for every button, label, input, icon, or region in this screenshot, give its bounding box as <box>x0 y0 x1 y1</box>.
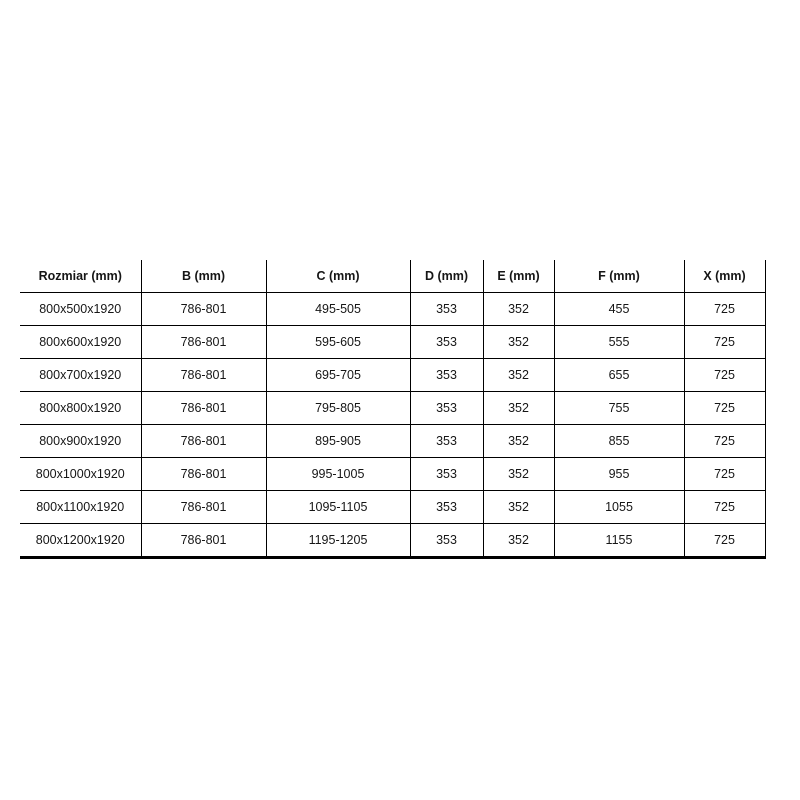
column-header-x: X (mm) <box>684 260 766 293</box>
column-header-c: C (mm) <box>266 260 411 293</box>
cell-rozmiar: 800x1200x1920 <box>20 523 142 559</box>
table-row: 800x1200x1920 786-801 1195-1205 353 352 … <box>20 523 766 559</box>
column-header-e: E (mm) <box>483 260 555 293</box>
cell-f: 655 <box>554 358 685 392</box>
cell-x: 725 <box>684 457 766 491</box>
cell-e: 352 <box>483 358 555 392</box>
cell-f: 955 <box>554 457 685 491</box>
cell-e: 352 <box>483 325 555 359</box>
cell-b: 786-801 <box>141 391 267 425</box>
cell-d: 353 <box>410 391 484 425</box>
column-header-d: D (mm) <box>410 260 484 293</box>
cell-c: 1095-1105 <box>266 490 411 524</box>
table-row: 800x500x1920 786-801 495-505 353 352 455… <box>20 292 766 326</box>
cell-c: 595-605 <box>266 325 411 359</box>
cell-rozmiar: 800x900x1920 <box>20 424 142 458</box>
column-header-f: F (mm) <box>554 260 685 293</box>
cell-x: 725 <box>684 358 766 392</box>
cell-c: 1195-1205 <box>266 523 411 559</box>
cell-d: 353 <box>410 424 484 458</box>
cell-rozmiar: 800x1000x1920 <box>20 457 142 491</box>
table-row: 800x900x1920 786-801 895-905 353 352 855… <box>20 424 766 458</box>
cell-f: 455 <box>554 292 685 326</box>
cell-x: 725 <box>684 391 766 425</box>
cell-d: 353 <box>410 523 484 559</box>
cell-f: 555 <box>554 325 685 359</box>
table-row: 800x800x1920 786-801 795-805 353 352 755… <box>20 391 766 425</box>
spec-table-container: Rozmiar (mm) B (mm) C (mm) D (mm) E (mm)… <box>20 260 766 559</box>
cell-f: 1055 <box>554 490 685 524</box>
cell-e: 352 <box>483 391 555 425</box>
cell-b: 786-801 <box>141 490 267 524</box>
cell-f: 1155 <box>554 523 685 559</box>
cell-c: 795-805 <box>266 391 411 425</box>
cell-b: 786-801 <box>141 424 267 458</box>
cell-c: 495-505 <box>266 292 411 326</box>
cell-rozmiar: 800x500x1920 <box>20 292 142 326</box>
column-header-rozmiar: Rozmiar (mm) <box>20 260 142 293</box>
cell-rozmiar: 800x600x1920 <box>20 325 142 359</box>
table-header-row: Rozmiar (mm) B (mm) C (mm) D (mm) E (mm)… <box>20 260 766 293</box>
cell-rozmiar: 800x700x1920 <box>20 358 142 392</box>
cell-rozmiar: 800x1100x1920 <box>20 490 142 524</box>
cell-b: 786-801 <box>141 457 267 491</box>
cell-e: 352 <box>483 292 555 326</box>
cell-rozmiar: 800x800x1920 <box>20 391 142 425</box>
table-body: 800x500x1920 786-801 495-505 353 352 455… <box>20 292 766 559</box>
cell-b: 786-801 <box>141 325 267 359</box>
cell-x: 725 <box>684 292 766 326</box>
cell-d: 353 <box>410 292 484 326</box>
cell-d: 353 <box>410 490 484 524</box>
table-row: 800x600x1920 786-801 595-605 353 352 555… <box>20 325 766 359</box>
table-row: 800x1000x1920 786-801 995-1005 353 352 9… <box>20 457 766 491</box>
cell-c: 695-705 <box>266 358 411 392</box>
cell-d: 353 <box>410 325 484 359</box>
cell-x: 725 <box>684 424 766 458</box>
cell-b: 786-801 <box>141 292 267 326</box>
cell-x: 725 <box>684 490 766 524</box>
cell-d: 353 <box>410 457 484 491</box>
cell-x: 725 <box>684 325 766 359</box>
cell-e: 352 <box>483 523 555 559</box>
cell-f: 755 <box>554 391 685 425</box>
cell-d: 353 <box>410 358 484 392</box>
cell-c: 895-905 <box>266 424 411 458</box>
shower-enclosure-dimensions-table: Rozmiar (mm) B (mm) C (mm) D (mm) E (mm)… <box>20 260 766 559</box>
cell-x: 725 <box>684 523 766 559</box>
table-row: 800x700x1920 786-801 695-705 353 352 655… <box>20 358 766 392</box>
cell-e: 352 <box>483 424 555 458</box>
cell-e: 352 <box>483 457 555 491</box>
cell-f: 855 <box>554 424 685 458</box>
cell-e: 352 <box>483 490 555 524</box>
table-row: 800x1100x1920 786-801 1095-1105 353 352 … <box>20 490 766 524</box>
table-header: Rozmiar (mm) B (mm) C (mm) D (mm) E (mm)… <box>20 260 766 293</box>
cell-c: 995-1005 <box>266 457 411 491</box>
cell-b: 786-801 <box>141 523 267 559</box>
cell-b: 786-801 <box>141 358 267 392</box>
column-header-b: B (mm) <box>141 260 267 293</box>
